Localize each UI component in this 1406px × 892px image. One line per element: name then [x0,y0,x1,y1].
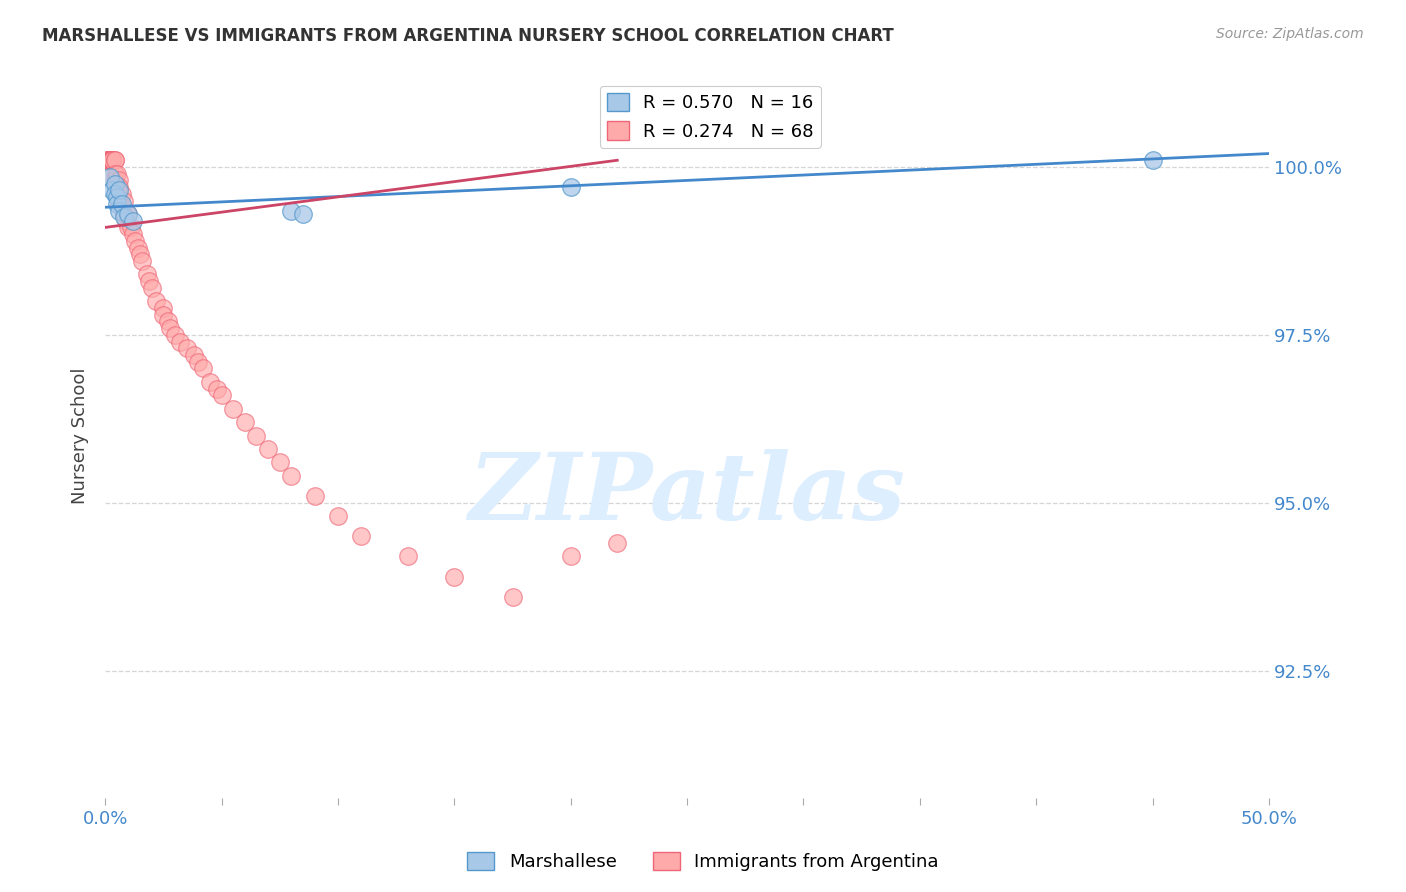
Point [117,207,139,221]
Point [103,177,125,191]
Point [101,153,124,168]
Point [108,180,131,194]
Point [103,153,125,168]
Point [152,308,174,322]
Point [96,153,118,168]
Point [443,569,465,583]
Point [101,153,124,168]
Point [105,167,128,181]
Point [222,401,245,416]
Point [96,153,118,168]
Point [198,375,221,389]
Point [136,268,159,282]
Point [105,180,128,194]
Point [191,361,214,376]
Point [98,153,121,168]
Point [122,213,145,227]
Point [96,153,118,168]
Point [292,207,315,221]
Point [326,509,349,524]
Point [257,442,280,456]
Point [101,153,124,168]
Point [112,194,135,208]
Point [560,549,582,564]
Point [233,415,256,429]
Point [169,334,191,349]
Text: MARSHALLESE VS IMMIGRANTS FROM ARGENTINA NURSERY SCHOOL CORRELATION CHART: MARSHALLESE VS IMMIGRANTS FROM ARGENTINA… [42,27,894,45]
Point [98,169,121,184]
Point [98,153,121,168]
Point [117,207,139,221]
Point [145,294,167,309]
Point [101,153,124,168]
Point [163,327,186,342]
Point [112,207,135,221]
Point [245,428,267,442]
Point [280,468,302,483]
Point [108,203,131,218]
Point [138,274,160,288]
Point [110,186,132,201]
Point [117,220,139,235]
Y-axis label: Nursery School: Nursery School [72,368,89,504]
Point [131,254,153,268]
Point [103,167,125,181]
Point [105,190,128,204]
Point [560,180,582,194]
Point [176,341,198,355]
Point [152,301,174,315]
Point [350,529,373,543]
Point [103,153,125,168]
Point [211,388,233,402]
Point [606,536,628,550]
Point [183,348,205,362]
Point [101,184,124,198]
Text: ZIPatlas: ZIPatlas [468,449,905,539]
Point [96,153,118,168]
Point [396,549,419,564]
Point [129,247,152,261]
Point [98,153,121,168]
Point [1142,153,1164,168]
Point [115,213,138,227]
Point [269,455,291,469]
Point [101,153,124,168]
Legend: R = 0.570   N = 16, R = 0.274   N = 68: R = 0.570 N = 16, R = 0.274 N = 68 [600,86,821,148]
Point [159,321,181,335]
Point [112,211,135,225]
Point [124,234,146,248]
Point [103,173,125,187]
Text: Source: ZipAtlas.com: Source: ZipAtlas.com [1216,27,1364,41]
Point [110,197,132,211]
Point [110,200,132,214]
Point [157,314,180,328]
Point [101,153,124,168]
Point [127,241,149,255]
Legend: Marshallese, Immigrants from Argentina: Marshallese, Immigrants from Argentina [460,845,946,879]
Point [304,489,326,503]
Point [96,153,118,168]
Point [120,220,142,235]
Point [502,590,524,604]
Point [105,197,128,211]
Point [141,281,163,295]
Point [280,203,302,218]
Point [108,173,131,187]
Point [108,194,131,208]
Point [187,354,209,368]
Point [122,227,145,241]
Point [98,153,121,168]
Point [103,186,125,201]
Point [205,382,228,396]
Point [108,184,131,198]
